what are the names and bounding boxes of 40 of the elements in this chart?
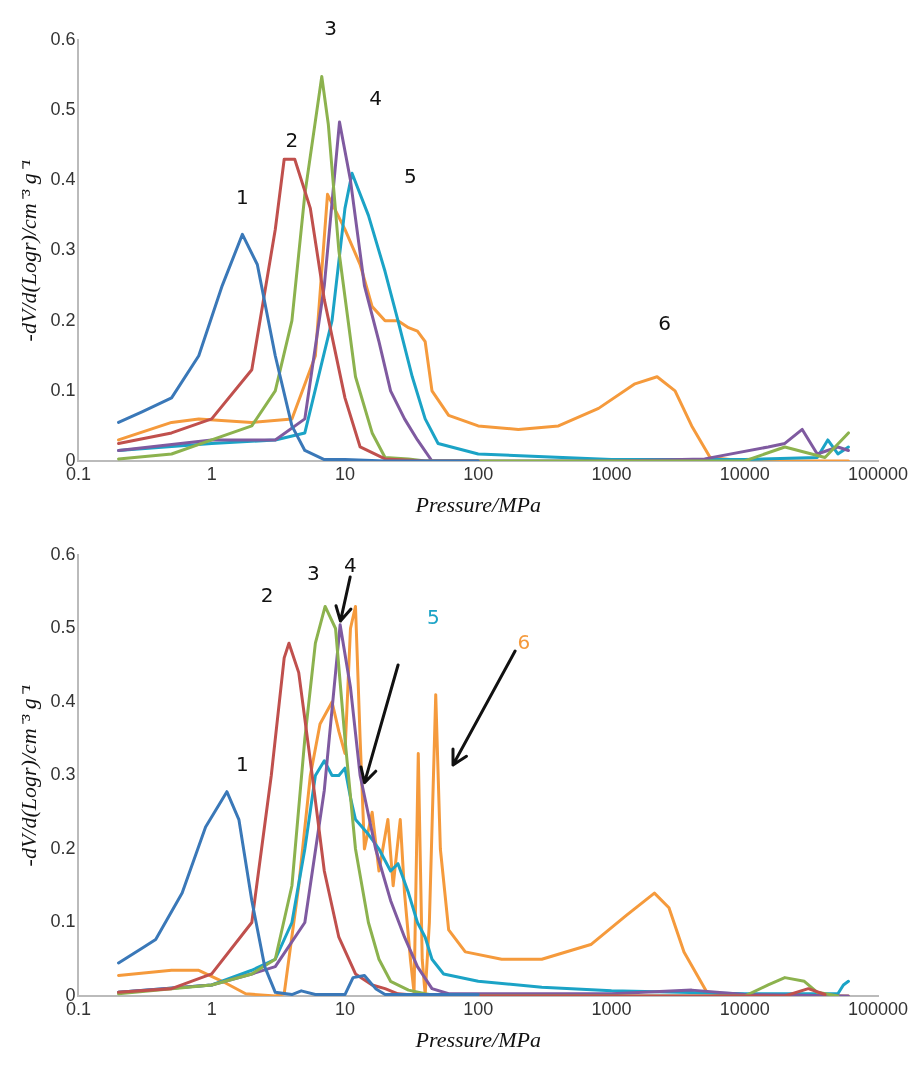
- x-tick-label: 1000: [591, 998, 632, 1019]
- y-tick-label: 0.1: [50, 911, 76, 932]
- series-label: 1: [236, 751, 249, 776]
- y-tick-label: 0.5: [50, 617, 76, 638]
- series-label: 3: [307, 560, 320, 585]
- text: 4: [344, 553, 357, 578]
- series-label: 4: [369, 86, 383, 111]
- x-tick-label: 100: [463, 463, 494, 484]
- series-label: 3: [324, 16, 337, 41]
- text: 5: [426, 604, 440, 629]
- x-tick-label: 100000: [847, 463, 909, 484]
- y-tick-label: 0.2: [50, 309, 76, 330]
- x-tick-label: 10: [334, 463, 355, 484]
- y-axis-title: -dV/d(Logr)/cm⁻³ g⁻¹: [15, 684, 41, 867]
- x-tick-label: 1: [206, 463, 217, 484]
- y-tick-label: 0.6: [50, 28, 76, 49]
- x-tick-label: 1: [206, 998, 217, 1019]
- series-label: 1: [236, 184, 249, 209]
- text: 6: [658, 310, 671, 335]
- x-tick-label: 10000: [719, 463, 770, 484]
- x-tick-label: 100: [463, 998, 494, 1019]
- y-tick-label: 0.3: [50, 764, 76, 785]
- y-tick-label: 0.4: [50, 690, 76, 711]
- y-tick-label: 0.3: [50, 239, 76, 260]
- x-tick-label: 10000: [719, 998, 770, 1019]
- text: 5: [404, 163, 417, 188]
- y-tick-label: 0.6: [50, 543, 76, 564]
- y-tick-label: 0.4: [50, 169, 76, 190]
- y-axis-title: -dV/d(Logr)/cm⁻³ g⁻¹: [15, 159, 41, 342]
- y-tick-label: 0.2: [50, 837, 76, 858]
- x-tick-label: 10: [334, 998, 355, 1019]
- y-tick-label: 0.5: [50, 99, 76, 120]
- y-tick-label: 0.1: [50, 379, 76, 400]
- x-tick-label: 1000: [591, 463, 632, 484]
- series-label: 2: [285, 128, 299, 153]
- text: 6: [517, 630, 531, 655]
- series-label: 2: [260, 582, 274, 607]
- x-tick-label: 100000: [847, 998, 909, 1019]
- x-axis-title: Pressure/MPa: [414, 491, 541, 517]
- x-axis-title: Pressure/MPa: [414, 1026, 541, 1052]
